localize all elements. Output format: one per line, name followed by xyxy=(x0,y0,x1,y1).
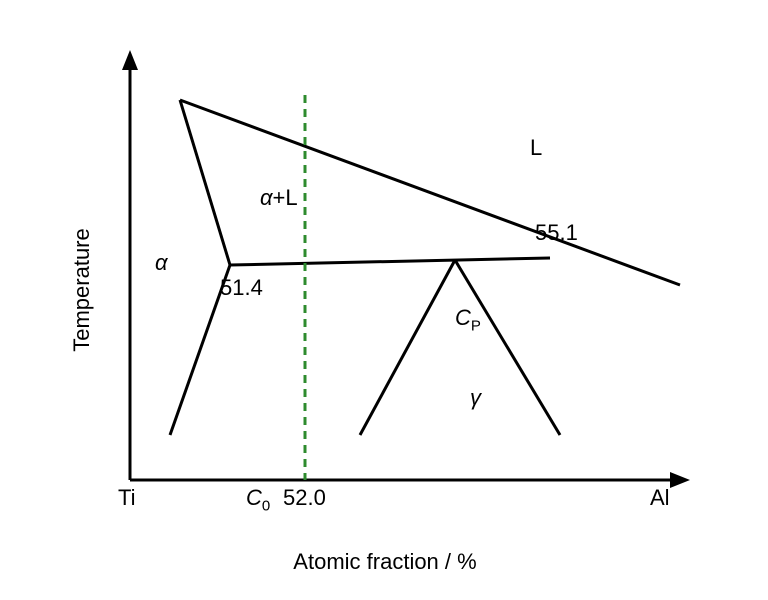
peritectic-line xyxy=(230,258,550,265)
c0-label: C0 xyxy=(246,485,270,514)
gamma-label: γ xyxy=(470,385,481,411)
phase-diagram: Temperature Atomic fraction / % Ti Al α … xyxy=(60,40,710,540)
value-55-1: 55.1 xyxy=(535,220,578,246)
x-end-label: Al xyxy=(650,485,670,511)
gamma-left-line xyxy=(360,260,455,435)
liquidus-line xyxy=(180,100,680,285)
y-axis-label: Temperature xyxy=(69,228,95,352)
alpha-label: α xyxy=(155,250,168,276)
x-start-label: Ti xyxy=(118,485,136,511)
value-51-4: 51.4 xyxy=(220,275,263,301)
x-axis-label: Atomic fraction / % xyxy=(293,549,476,575)
cp-label: CP xyxy=(455,305,481,334)
alpha-solidus-line xyxy=(180,100,230,265)
value-52-0: 52.0 xyxy=(283,485,326,511)
x-axis-arrow xyxy=(670,472,690,488)
alpha-plus-L-label: α+L xyxy=(260,185,298,211)
L-label: L xyxy=(530,135,542,161)
y-axis-arrow xyxy=(122,50,138,70)
diagram-svg xyxy=(60,40,710,540)
